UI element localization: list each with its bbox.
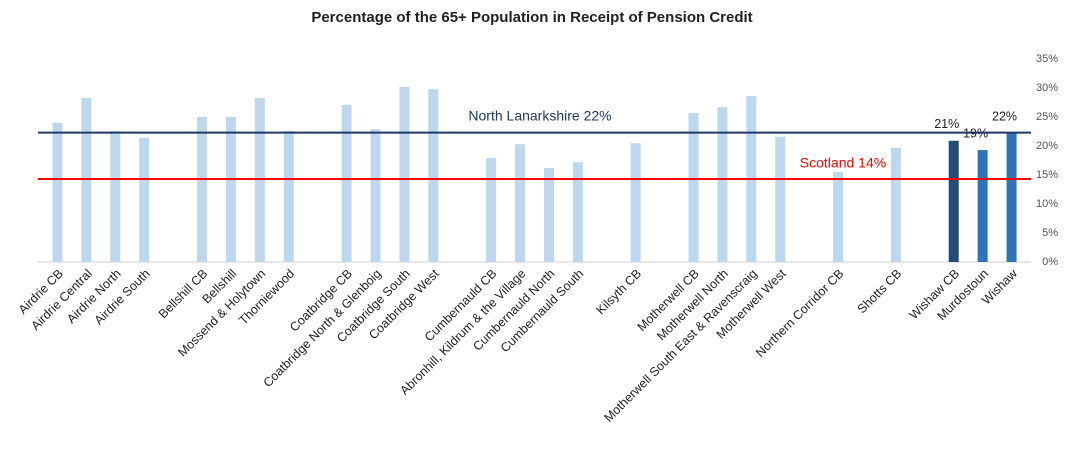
y-tick-label: 20%: [1036, 140, 1058, 152]
bar: [948, 140, 959, 262]
y-tick-label: 0%: [1042, 256, 1058, 268]
bar: [688, 112, 699, 262]
bar: [283, 130, 294, 262]
bar: [428, 89, 439, 262]
chart-title: Percentage of the 65+ Population in Rece…: [311, 9, 752, 26]
bar: [486, 158, 497, 262]
y-tick-label: 15%: [1036, 169, 1058, 181]
bar: [775, 136, 786, 262]
data-label: 21%: [934, 117, 959, 131]
x-tick-label: Shotts CB: [855, 267, 905, 317]
reference-label: Scotland 14%: [800, 155, 886, 171]
data-label: 22%: [992, 110, 1017, 124]
y-tick-label: 10%: [1036, 198, 1058, 210]
bar: [515, 144, 526, 262]
bar: [52, 122, 63, 262]
bar: [139, 137, 150, 262]
bar: [341, 104, 352, 262]
bar: [543, 168, 554, 262]
reference-label: North Lanarkshire 22%: [468, 108, 611, 124]
y-tick-label: 25%: [1036, 111, 1058, 123]
x-tick-label: Kilsyth CB: [593, 267, 644, 318]
bar: [890, 147, 901, 262]
y-tick-label: 30%: [1036, 82, 1058, 94]
y-tick-label: 35%: [1036, 53, 1058, 65]
bar: [197, 117, 208, 262]
bar: [370, 129, 381, 262]
bar: [630, 143, 641, 262]
bar: [717, 107, 728, 262]
bar: [833, 172, 844, 262]
bar: [225, 117, 236, 262]
bar: [399, 86, 410, 262]
bar: [1006, 133, 1017, 262]
bar: [572, 162, 583, 262]
y-tick-label: 5%: [1042, 227, 1058, 239]
bar: [110, 130, 121, 262]
bar: [977, 150, 988, 262]
